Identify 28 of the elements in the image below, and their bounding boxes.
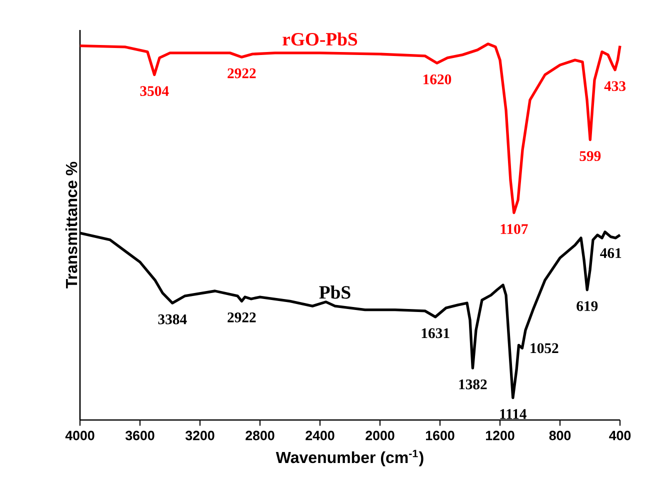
x-tick-label: 800	[549, 430, 571, 440]
annotation: 3384	[158, 314, 187, 324]
annotation: 619	[576, 301, 598, 312]
x-axis-title: Wavenumber (cm$^{-1}$)	[276, 450, 424, 466]
annotation: 1114	[500, 409, 526, 419]
x-tick-label: 400	[609, 430, 631, 440]
x-tick-label: 3200	[185, 430, 214, 440]
annotation: 1052	[530, 343, 558, 354]
annotation: 433	[604, 81, 626, 92]
x-tick-label: 1600	[426, 430, 454, 440]
x-tick-label: 2400	[306, 430, 334, 440]
annotation: 1631	[422, 328, 450, 338]
x-tick-label: 2800	[246, 430, 274, 440]
x-tick-label: 1200	[486, 430, 514, 440]
x-tick-label: 2000	[366, 430, 394, 440]
annotation: 2922	[228, 312, 256, 322]
y-axis-title: Transmittance %	[65, 162, 78, 288]
x-tick-label: 3600	[125, 430, 154, 440]
annotation: 461	[600, 248, 622, 258]
annotation: 2922	[228, 68, 256, 78]
annotation: 1107	[500, 224, 528, 234]
annotation: 1382	[459, 379, 487, 390]
series-label: PbS	[319, 286, 350, 299]
annotation: 1620	[424, 74, 452, 84]
x-tick-label: 4000	[65, 430, 94, 440]
annotation: 599	[580, 151, 601, 162]
annotation: 3504	[140, 86, 169, 96]
series-label: rGO-PbS	[282, 32, 358, 46]
